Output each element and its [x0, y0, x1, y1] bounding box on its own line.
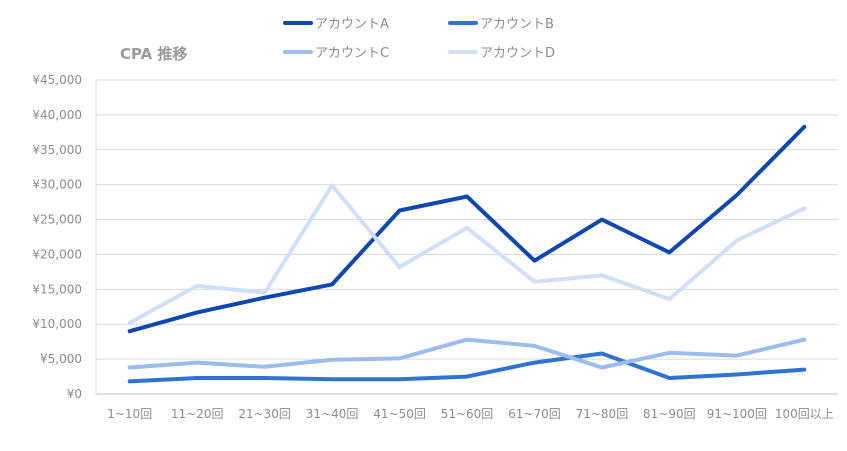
x-tick-label: 31~40回 [306, 407, 359, 421]
y-tick-label: ¥45,000 [32, 73, 82, 87]
y-tick-label: ¥10,000 [32, 317, 82, 331]
y-tick-label: ¥30,000 [32, 178, 82, 192]
x-tick-label: 41~50回 [373, 407, 426, 421]
legend-label: アカウントB [480, 17, 554, 32]
x-tick-label: 91~100回 [707, 407, 767, 421]
legend-label: アカウントD [480, 46, 555, 61]
y-tick-label: ¥35,000 [32, 143, 82, 157]
gridlines [95, 79, 838, 395]
chart-title: CPA 推移 [120, 45, 187, 63]
y-tick-label: ¥40,000 [32, 108, 82, 122]
x-tick-label: 81~90回 [643, 407, 696, 421]
legend-label: アカウントC [315, 46, 389, 61]
legend-item: アカウントD [448, 46, 555, 61]
y-tick-label: ¥25,000 [32, 213, 82, 227]
legend-label: アカウントA [315, 17, 389, 32]
x-tick-label: 51~60回 [441, 407, 494, 421]
x-axis-ticks: 1~10回 11~20回 21~30回 31~40回 41~50回 51~60回 61~70… [107, 407, 833, 421]
y-tick-label: ¥5,000 [40, 352, 82, 366]
series-lines [127, 124, 807, 384]
series-line-2 [127, 351, 807, 384]
y-tick-label: ¥0 [67, 387, 82, 401]
legend-item: アカウントB [448, 17, 554, 32]
x-tick-label: 1~10回 [107, 407, 152, 421]
x-tick-label: 11~20回 [171, 407, 224, 421]
series-line-3 [127, 337, 807, 370]
x-tick-label: 71~80回 [576, 407, 629, 421]
legend: アカウントA アカウントB アカウントC アカウントD [283, 17, 555, 61]
x-tick-label: 21~30回 [238, 407, 291, 421]
series-line-4 [127, 183, 807, 325]
legend-item: アカウントC [283, 46, 389, 61]
x-tick-label: 100回以上 [775, 407, 834, 421]
x-tick-label: 61~70回 [508, 407, 561, 421]
y-tick-label: ¥15,000 [32, 282, 82, 296]
legend-item: アカウントA [283, 17, 389, 32]
y-axis-ticks: ¥0 ¥5,000 ¥10,000 ¥15,000 ¥20,000 ¥25,000 ¥30,… [32, 73, 82, 401]
series-line-1 [127, 124, 807, 334]
y-tick-label: ¥20,000 [32, 247, 82, 261]
